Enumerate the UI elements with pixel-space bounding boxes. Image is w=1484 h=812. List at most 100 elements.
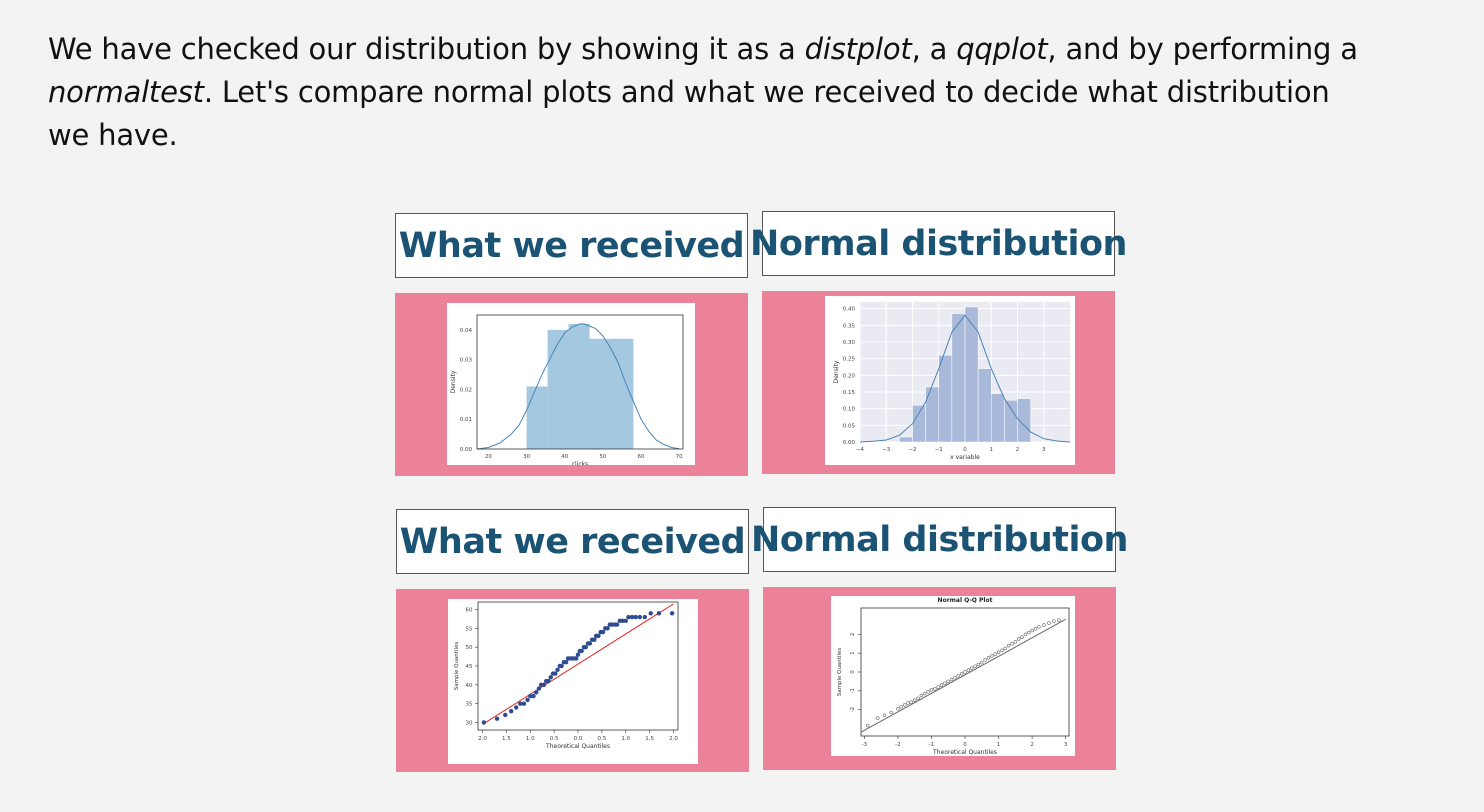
y-tick-label: 0.10 bbox=[843, 407, 856, 413]
qq-point bbox=[633, 614, 638, 620]
qq-point bbox=[583, 644, 588, 650]
y-axis-label: Density bbox=[450, 370, 457, 393]
intro-paragraph: We have checked our distribution by show… bbox=[48, 28, 1378, 157]
qq-point bbox=[553, 671, 558, 676]
qq-point bbox=[626, 614, 631, 620]
x-tick-label: 0.5 bbox=[550, 736, 559, 742]
y-tick-label: 0.05 bbox=[843, 423, 856, 429]
y-tick-label: 55 bbox=[466, 626, 473, 632]
qq-point bbox=[555, 667, 560, 672]
qq-point bbox=[521, 701, 527, 706]
qq-point bbox=[642, 614, 648, 620]
x-axis-label: Theoretical Quantiles bbox=[545, 743, 610, 750]
received-qqplot-panel: 2.0 1.5 1.0 0.5 0.0 0.5 1.0 1.5 2.0 30 35 40 45 50 55 6… bbox=[396, 589, 749, 772]
reference-line bbox=[860, 618, 1066, 733]
qq-point bbox=[592, 637, 597, 642]
histogram-bar bbox=[912, 405, 926, 443]
qq-point bbox=[481, 720, 487, 725]
qq-point bbox=[1016, 637, 1021, 641]
x-tick-label: 3 bbox=[1042, 447, 1046, 453]
x-tick-label: 40 bbox=[561, 454, 568, 460]
x-axis-label: clicks bbox=[572, 461, 589, 465]
qq-point bbox=[546, 678, 551, 684]
qq-point bbox=[1013, 640, 1018, 644]
qq-point bbox=[933, 687, 937, 691]
x-tick-label: -2 bbox=[895, 742, 900, 748]
qq-point bbox=[1010, 642, 1014, 646]
y-tick-label: 1 bbox=[850, 651, 856, 655]
x-tick-label: 1 bbox=[997, 742, 1001, 748]
y-tick-label: 0.02 bbox=[460, 387, 472, 393]
x-axis-label: Theoretical Quantiles bbox=[932, 749, 997, 756]
qq-point bbox=[963, 670, 967, 674]
y-tick-label: 0.03 bbox=[460, 358, 473, 364]
qq-point bbox=[1042, 623, 1046, 627]
x-tick-label: 2 bbox=[1030, 742, 1034, 748]
x-tick-label: −2 bbox=[908, 447, 916, 453]
y-tick-label: 45 bbox=[466, 664, 473, 670]
plot-frame bbox=[476, 314, 684, 450]
qq-point bbox=[669, 611, 675, 616]
y-tick-label: 60 bbox=[466, 608, 473, 614]
qq-point bbox=[573, 656, 579, 661]
y-tick-label: 30 bbox=[466, 720, 473, 726]
qq-point bbox=[1020, 635, 1024, 639]
x-tick-label: 2 bbox=[1016, 447, 1020, 453]
qq-point bbox=[889, 710, 893, 715]
normal-qqplot-image: -3 -2 -1 0 1 2 3 -2 -1 0 1 2 Theoretical Quantiles Sa… bbox=[831, 596, 1075, 756]
x-tick-label: 3 bbox=[1064, 742, 1068, 748]
normal-distplot-image: 0.00 0.05 0.10 0.15 0.20 0.25 0.30 0.35 0.40 −4 −3… bbox=[825, 296, 1075, 465]
qq-point bbox=[953, 675, 957, 680]
qq-point bbox=[637, 614, 643, 620]
intro-text: , a bbox=[911, 32, 957, 66]
qq-point bbox=[614, 622, 620, 627]
qq-point bbox=[966, 668, 971, 672]
qq-point bbox=[620, 618, 625, 624]
histogram-bar bbox=[568, 323, 590, 449]
qq-point bbox=[1047, 621, 1051, 625]
x-tick-label: 0 bbox=[963, 447, 967, 453]
qq-point bbox=[587, 641, 593, 646]
qq-point bbox=[1006, 643, 1011, 648]
x-tick-label: 50 bbox=[599, 454, 606, 460]
qq-point bbox=[536, 686, 542, 691]
qq-point bbox=[993, 652, 997, 656]
y-tick-label: 0.00 bbox=[460, 447, 473, 453]
intro-text: . Let's compare normal plots and what we… bbox=[48, 75, 1330, 152]
x-tick-label: 0.5 bbox=[597, 736, 606, 742]
label-normal-top: Normal distribution bbox=[750, 211, 1127, 276]
qq-point bbox=[916, 696, 920, 701]
x-tick-label: 0.0 bbox=[574, 736, 583, 742]
qq-point bbox=[648, 611, 653, 616]
qq-point bbox=[528, 693, 533, 699]
qq-point bbox=[922, 691, 927, 696]
qq-point bbox=[929, 688, 934, 692]
x-tick-label: 30 bbox=[523, 454, 530, 460]
qq-point bbox=[1030, 628, 1034, 633]
x-tick-label: 1.5 bbox=[502, 736, 511, 742]
qq-point bbox=[563, 660, 569, 665]
qq-point bbox=[949, 677, 954, 682]
qq-point bbox=[494, 716, 500, 721]
received-qqplot-image: 2.0 1.5 1.0 0.5 0.0 0.5 1.0 1.5 2.0 30 35 40 45 50 55 6… bbox=[448, 599, 698, 764]
kde-curve bbox=[859, 314, 1071, 443]
qq-point bbox=[629, 614, 635, 620]
x-tick-label: 1 bbox=[990, 447, 994, 453]
qq-point bbox=[926, 690, 930, 694]
qq-point bbox=[531, 693, 536, 699]
qq-point bbox=[976, 662, 981, 667]
qq-point bbox=[656, 611, 662, 616]
normal-qqplot-panel: -3 -2 -1 0 1 2 3 -2 -1 0 1 2 Theoretical Quantiles Sa… bbox=[763, 587, 1116, 770]
y-tick-label: -2 bbox=[850, 707, 856, 712]
y-tick-label: 0.00 bbox=[843, 440, 856, 446]
y-axis-label: Sample Quantiles bbox=[837, 648, 843, 697]
intro-qqplot: qqplot bbox=[956, 32, 1048, 66]
received-distplot-chart: 0.00 0.01 0.02 0.03 0.04 20 30 40 50 60 70 clicks De… bbox=[450, 314, 684, 468]
qq-point bbox=[956, 674, 961, 678]
label-normal-bottom: Normal distribution bbox=[751, 507, 1128, 572]
x-tick-label: 70 bbox=[676, 454, 683, 460]
kde-curve bbox=[476, 323, 680, 450]
received-qqplot-chart: 2.0 1.5 1.0 0.5 0.0 0.5 1.0 1.5 2.0 30 35 40 45 50 55 6… bbox=[454, 601, 679, 750]
y-tick-label: 0.04 bbox=[460, 328, 473, 334]
qq-point bbox=[996, 650, 1001, 654]
